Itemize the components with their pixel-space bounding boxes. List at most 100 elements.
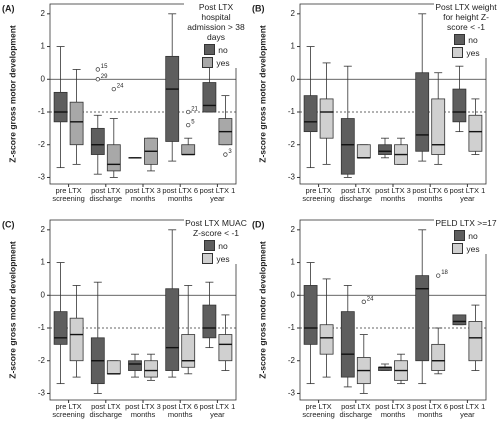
outlier-label: 24 (117, 84, 124, 90)
y-tick-label: -2 (38, 140, 46, 149)
legend-label: yes (216, 57, 230, 68)
y-tick-label: -1 (38, 323, 46, 332)
legend: Post LTX MUAC Z-score < -1 no yes (184, 218, 248, 264)
x-tick-label: post LTX 3 months (125, 403, 161, 419)
legend-item: no (434, 34, 498, 45)
box (415, 72, 430, 152)
box (431, 343, 446, 371)
x-tick-label-box: post LTX 3 months (375, 403, 411, 419)
x-tick-label-box: post LTX discharge (89, 403, 123, 419)
outlier-label: 24 (367, 296, 374, 302)
box (53, 311, 68, 345)
y-tick-label: 2 (291, 225, 296, 234)
x-tick-label: post LTX 1 year (449, 403, 486, 419)
x-tick-label-box: post LTX 3 months (125, 403, 161, 419)
y-tick-label: -2 (38, 356, 46, 365)
box (218, 334, 233, 362)
box (452, 88, 467, 123)
y-tick-label: -2 (288, 356, 296, 365)
x-tick-label-box: post LTX 6 months (412, 403, 448, 419)
outlier-label: 29 (101, 74, 108, 80)
outlier (186, 109, 191, 115)
y-tick-label: 1 (41, 258, 46, 267)
x-tick-label-box: post LTX 1 year (199, 403, 236, 419)
panel: (C) Z-score gross motor development 2 1 0 -1 -… (2, 218, 248, 419)
legend-item: yes (184, 253, 248, 264)
outlier (95, 67, 100, 72)
x-tick-label-box: post LTX 1 year (199, 187, 236, 203)
panel: (A)Z-score gross motor development210-1-… (2, 2, 248, 203)
panel-label: (B) (252, 3, 265, 13)
outlier-label: 5 (191, 120, 195, 126)
box (415, 275, 430, 362)
legend-swatch (204, 240, 216, 251)
legend-swatch (202, 253, 214, 264)
legend-swatch (452, 243, 464, 254)
outlier-label: 18 (441, 270, 448, 276)
legend-title: PELD LTX >=17 (435, 218, 497, 228)
legend-item: yes (434, 243, 498, 254)
box (356, 144, 371, 159)
y-tick-label: -2 (288, 140, 296, 149)
x-tick-label: post LTX 3 months (375, 403, 411, 419)
legend-title: Post LTX MUAC Z-score < -1 (185, 218, 247, 238)
legend-swatch (204, 44, 216, 55)
outlier (436, 273, 441, 278)
box (378, 144, 392, 155)
panel-label: (D) (252, 219, 265, 229)
legend: Post LTX hospital admission > 38 days no y… (184, 2, 248, 68)
legend-label: no (218, 44, 228, 55)
box (468, 114, 483, 152)
box (144, 360, 158, 378)
box (303, 285, 318, 345)
box (452, 314, 467, 326)
legend-box: PELD LTX >=17 no yes (434, 218, 498, 254)
y-tick-label: -3 (288, 389, 296, 398)
legend: PELD LTX >=17 no yes (434, 218, 498, 254)
x-tick-label-box: post LTX 3 months (125, 187, 161, 203)
box (303, 95, 318, 133)
legend-box: Post LTX hospital admission > 38 days no y… (184, 2, 248, 68)
y-axis-title: Z-score gross motor development (257, 25, 267, 163)
y-tick-label: 0 (41, 290, 46, 299)
x-tick-label-box: pre LTX screening (302, 187, 335, 203)
x-tick-label: post LTX discharge (89, 403, 123, 419)
x-tick-label: post LTX 1 year (449, 187, 486, 203)
x-tick-label: post LTX discharge (89, 187, 123, 203)
y-tick-label: 1 (291, 42, 296, 51)
x-tick-label-box: post LTX discharge (89, 187, 123, 203)
x-tick-label: post LTX 1 year (199, 187, 236, 203)
y-tick-label: -3 (288, 173, 296, 182)
panel: (D) Z-score gross motor development 2 1 0 -1 -… (252, 218, 498, 419)
x-tick-label: pre LTX screening (302, 403, 335, 419)
legend-swatch (202, 57, 214, 68)
box (319, 324, 334, 355)
x-tick-label-box: post LTX 3 months (375, 187, 411, 203)
x-tick-label: post LTX discharge (339, 403, 373, 419)
box (202, 82, 217, 113)
y-tick-label: -3 (38, 173, 46, 182)
y-axis-title: Z-score gross motor development (7, 241, 17, 379)
legend-label: yes (216, 253, 230, 264)
panel: (B) Z-score gross motor development 2 1 0 -1 -… (252, 2, 498, 203)
x-tick-label: post LTX 1 year (199, 403, 236, 419)
box (340, 311, 355, 378)
box (90, 127, 105, 155)
y-axis-title: Z-score gross motor development (257, 241, 267, 379)
box (202, 304, 217, 339)
y-tick-label: 0 (41, 74, 46, 83)
x-tick-label-box: pre LTX screening (52, 187, 85, 203)
y-tick-label: 0 (291, 74, 296, 83)
x-tick-label-box: post LTX 1 year (449, 403, 486, 419)
legend-label: yes (466, 243, 480, 254)
x-tick-label-box: post LTX discharge (339, 403, 373, 419)
box (165, 55, 180, 142)
legend-label: no (468, 230, 478, 241)
box (106, 144, 121, 172)
outlier (111, 86, 116, 92)
outlier (361, 299, 366, 304)
outlier-label: 21 (191, 107, 198, 113)
y-tick-label: 2 (291, 9, 296, 18)
legend-swatch (452, 47, 464, 58)
panel-label: (A) (2, 3, 15, 13)
